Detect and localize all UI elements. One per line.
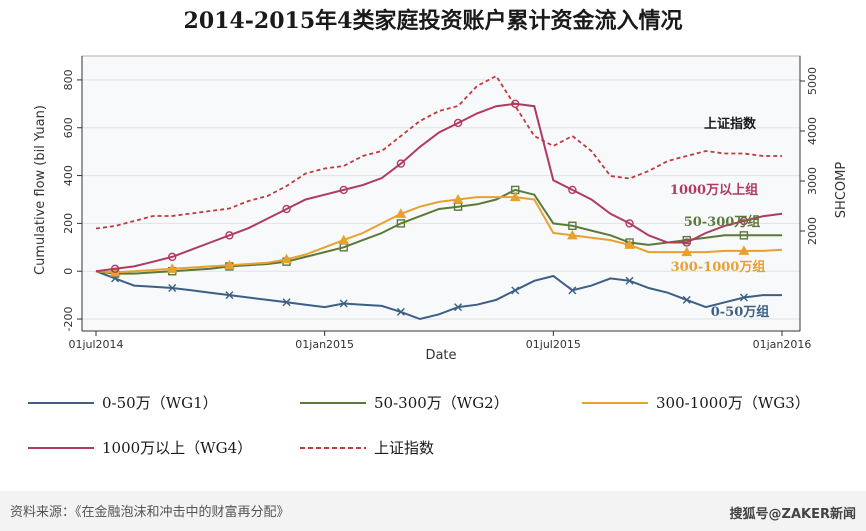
source-text: 资料来源：《在金融泡沫和冲击中的财富再分配》	[10, 505, 290, 520]
plot-area	[81, 55, 801, 332]
chart-title: 2014-2015年4类家庭投资账户累计资金流入情况	[184, 8, 683, 34]
data-point	[110, 264, 120, 274]
y2-tick-label: 5000	[806, 67, 819, 95]
data-point	[338, 234, 350, 245]
data-point	[168, 283, 177, 292]
series-label: 上证指数	[704, 116, 757, 132]
data-point	[568, 286, 577, 295]
legend-label: 50-300万（WG2）	[374, 394, 509, 412]
series-label: 50-300万组	[684, 214, 761, 230]
y2-tick-label: 3000	[806, 167, 819, 195]
x-tick-label: 01jan2015	[295, 338, 354, 351]
series-line	[95, 196, 783, 274]
data-point	[739, 231, 749, 240]
legend-item: 0-50万（WG1）	[28, 394, 218, 412]
legend-label: 300-1000万（WG3）	[656, 394, 810, 412]
data-point	[339, 185, 348, 195]
data-point	[511, 99, 520, 109]
y-tick-label: 800	[62, 69, 75, 90]
data-point	[682, 238, 691, 247]
data-point	[738, 245, 750, 255]
axes: -200 0 200 400 600 800 2000 3000 4000 5000 01jul20…	[33, 56, 849, 363]
legend-label: 1000万以上（WG4）	[102, 439, 252, 457]
series-group	[95, 99, 783, 274]
data-point	[281, 253, 292, 264]
series-label: 0-50万组	[711, 304, 770, 320]
data-point	[282, 298, 291, 307]
data-point	[739, 293, 748, 302]
data-point	[625, 219, 634, 228]
legend-item: 1000万以上（WG4）	[28, 439, 252, 457]
data-point	[396, 307, 405, 316]
data-point	[452, 193, 464, 204]
y2-tick-label: 4000	[806, 117, 819, 145]
legend-item: 50-300万（WG2）	[300, 394, 509, 412]
x-axis-title: Date	[425, 348, 456, 363]
y-tick-label: 400	[62, 165, 75, 186]
data-point	[395, 208, 407, 218]
data-point	[168, 252, 177, 262]
legend-item: 上证指数	[300, 439, 434, 457]
data-point	[567, 229, 578, 240]
series-label: 300-1000万组	[671, 259, 766, 275]
data-point	[166, 263, 178, 273]
series-group	[95, 270, 782, 321]
legend-label: 上证指数	[374, 439, 434, 457]
y2-axis-title: SHCOMP	[834, 162, 849, 219]
y-tick-label: 600	[62, 117, 75, 138]
data-point	[225, 291, 234, 300]
series-line	[95, 270, 782, 321]
data-point	[396, 159, 406, 168]
data-point	[511, 286, 520, 295]
y2-tick-label: 2000	[806, 217, 819, 245]
source-bar: 资料来源：《在金融泡沫和冲击中的财富再分配》 搜狐号@ZAKER新闻	[0, 491, 866, 531]
data-point	[568, 185, 577, 195]
series-layer	[95, 74, 783, 321]
data-point	[625, 276, 634, 285]
series-label: 1000万以上组	[670, 182, 758, 198]
y-tick-label: 0	[62, 268, 75, 275]
data-point	[339, 299, 348, 308]
legend-label: 0-50万（WG1）	[102, 394, 218, 412]
y-tick-label: 200	[62, 213, 75, 234]
data-point	[739, 216, 749, 226]
series-line	[95, 102, 783, 273]
y-axis-title: Cumulative flow (bil Yuan)	[33, 105, 48, 275]
data-point	[682, 295, 691, 304]
x-tick-label: 01jul2014	[68, 338, 123, 351]
data-point	[624, 239, 635, 249]
data-point	[224, 259, 235, 270]
data-point	[681, 246, 693, 257]
legend-item: 300-1000万（WG3）	[582, 394, 810, 412]
series-group	[95, 191, 783, 277]
data-point	[568, 221, 577, 230]
x-tick-label: 01jan2016	[753, 338, 812, 351]
data-point	[282, 204, 291, 214]
series-labels: 0-50万组 50-300万组 300-1000万组 1000万以上组 上证指数	[670, 116, 769, 320]
data-point	[225, 231, 234, 240]
chart-canvas: 2014-2015年4类家庭投资账户累计资金流入情况 -200 0 200 400 60…	[28, 8, 849, 457]
data-point	[454, 303, 463, 312]
watermark: 搜狐号@ZAKER新闻	[729, 507, 856, 522]
gridlines	[82, 79, 800, 320]
data-point	[396, 219, 406, 228]
legend: 0-50万（WG1） 50-300万（WG2） 300-1000万（WG3） 1000…	[28, 394, 810, 457]
data-point	[453, 118, 463, 128]
x-tick-label: 01jul2015	[526, 338, 581, 351]
y-tick-label: -200	[62, 307, 75, 332]
data-point	[509, 191, 521, 202]
